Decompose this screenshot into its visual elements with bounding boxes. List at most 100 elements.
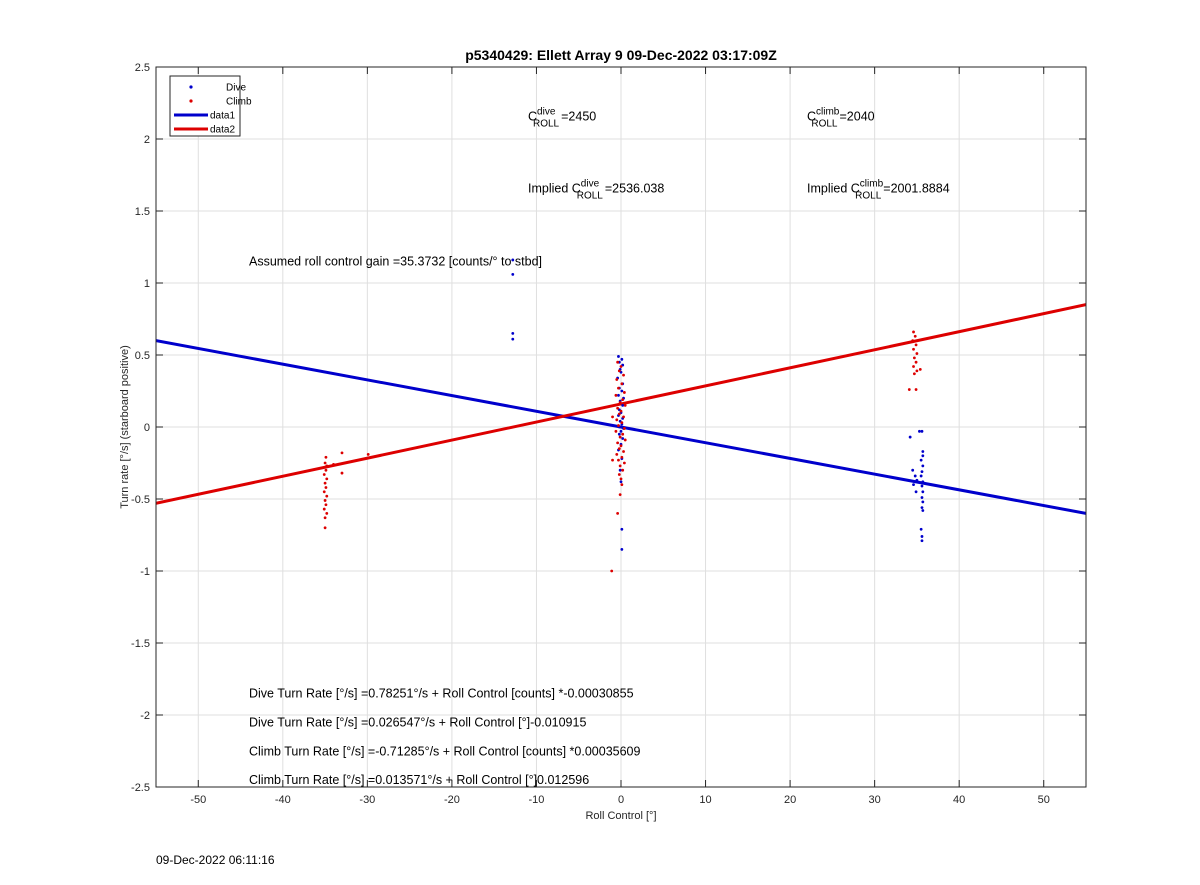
climb-point [616, 360, 620, 364]
dive-point [621, 404, 625, 407]
dive-point [918, 429, 921, 433]
dive-point [620, 389, 624, 393]
climb-point [912, 347, 915, 351]
dive-point [511, 272, 515, 276]
fit-lines [156, 303, 1086, 515]
dive-point [908, 435, 912, 439]
legend-entry: data2 [210, 125, 235, 136]
climb-point [323, 481, 327, 485]
climb-point [622, 461, 626, 465]
dive-point [620, 548, 624, 551]
climb-point [615, 418, 619, 422]
x-tick-label: 10 [699, 794, 711, 806]
climb-point [610, 569, 614, 573]
climb-point [621, 432, 625, 436]
y-tick-label: 1 [144, 278, 150, 290]
dive-point [921, 500, 925, 504]
climb-point [623, 438, 627, 442]
climb-point [616, 441, 620, 445]
climb-point [620, 483, 624, 486]
annotation-text: Dive Turn Rate [°/s] =0.78251°/s + Roll … [249, 687, 634, 701]
dive-point [920, 470, 924, 474]
annotation-text: Assumed roll control gain =35.3732 [coun… [249, 255, 542, 269]
climb-point [324, 455, 328, 459]
climb-point [325, 512, 329, 515]
dive-point [921, 450, 925, 453]
legend: Dive Climb data1 data2 [169, 75, 252, 137]
dive-point [911, 468, 915, 472]
climb-point [912, 372, 916, 376]
climb-point [323, 526, 327, 530]
climb-point [617, 447, 621, 450]
dive-point [617, 432, 621, 436]
climb-point [621, 398, 625, 402]
climb-point [619, 409, 623, 413]
climb-point [622, 373, 625, 377]
climb-point [325, 477, 329, 481]
dive-point [620, 527, 624, 531]
legend-entry: Dive [226, 83, 246, 94]
legend-entry: data1 [210, 111, 235, 122]
annotation-subscript: ROLL [577, 190, 604, 201]
x-tick-label: -40 [275, 794, 291, 806]
climb-point [619, 477, 623, 481]
climb-point [323, 499, 327, 502]
dive-point [913, 474, 917, 478]
climb-point [912, 330, 915, 334]
annotation-value: =2001.8884 [883, 181, 949, 195]
x-tick-label: 0 [618, 794, 624, 806]
climb-point [618, 401, 622, 404]
annotation-text: Climb Turn Rate [°/s] =-0.71285°/s + Rol… [249, 744, 641, 758]
dive-point [914, 490, 918, 494]
dive-point [619, 429, 623, 433]
dive-point [921, 509, 925, 512]
dive-point [920, 539, 924, 543]
dive-point [919, 527, 923, 531]
annotation-coefficient: Implied Cdive ROLL=2536.038 [528, 178, 664, 201]
climb-point [914, 343, 918, 347]
x-tick-label: -50 [190, 794, 206, 806]
climb-point [617, 424, 620, 427]
annotation-subscript: ROLL [855, 190, 882, 201]
annotation-subscript: ROLL [533, 118, 560, 129]
y-tick-label: -1.5 [131, 638, 150, 650]
climb-point [322, 507, 326, 511]
x-axis-label: Roll Control [°] [585, 810, 656, 822]
dive-point [620, 357, 624, 361]
climb-point [322, 490, 326, 494]
y-tick-label: 1.5 [135, 206, 150, 218]
climb-point [620, 455, 624, 459]
annotation-superscript: climb [860, 178, 884, 189]
legend-marker-climb [189, 99, 193, 103]
dive-point [920, 484, 924, 488]
climb-point [622, 391, 626, 394]
climb-point [914, 388, 918, 391]
dive-point [921, 454, 925, 458]
climb-point [622, 427, 626, 430]
fit-line-data2 [156, 303, 1086, 505]
dive-point [618, 468, 622, 472]
climb-point [915, 369, 919, 373]
climb-point [619, 365, 623, 368]
annotation-label: Implied C [807, 181, 860, 195]
climb-point [616, 512, 620, 515]
climb-point [615, 452, 619, 456]
annotation-superscript: dive [581, 178, 600, 189]
annotation-value: =2040 [840, 109, 875, 123]
climb-point [323, 461, 327, 465]
legend-box [169, 75, 241, 137]
annotation-text: Dive Turn Rate [°/s] =0.026547°/s + Roll… [249, 716, 586, 730]
dive-point [919, 458, 923, 462]
climb-point [617, 386, 620, 390]
y-tick-label: 0 [144, 422, 150, 434]
climb-point [332, 463, 335, 466]
annotation-text: Climb Turn Rate [°/s] =0.013571°/s + Rol… [249, 773, 589, 787]
climb-point [325, 494, 329, 498]
climb-point [617, 369, 621, 373]
x-tick-label: 30 [869, 794, 881, 806]
dive-point [919, 474, 923, 478]
x-tick-label: 50 [1038, 794, 1050, 806]
fit-line-data1 [156, 339, 1086, 515]
annotation-label: C [528, 109, 537, 123]
climb-point [616, 406, 620, 410]
